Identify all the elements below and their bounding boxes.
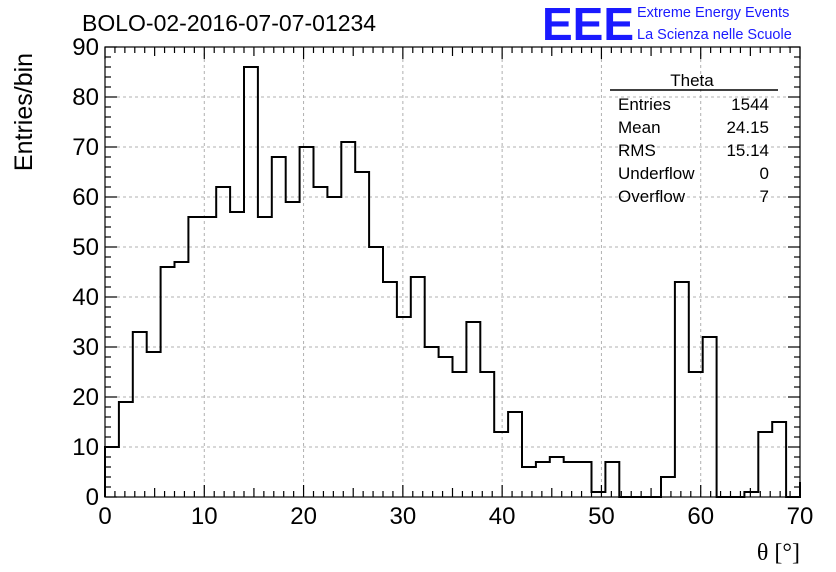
stats-row-label: Mean [618,118,661,137]
logo-line2: La Scienza nelle Scuole [637,27,792,43]
histogram-step-line [104,66,801,498]
x-tick-label: 60 [687,503,714,530]
y-axis-label: Entries/bin [10,53,38,171]
y-tick-label: 50 [72,234,99,261]
y-tick-label: 60 [72,184,99,211]
x-tick-label: 70 [787,503,814,530]
stats-row-value: 15.14 [726,141,769,160]
x-tick-label: 30 [390,503,417,530]
stats-row-label: RMS [618,141,656,160]
stats-row-label: Overflow [618,187,686,206]
plot-frame [104,46,801,498]
y-tick-label: 20 [72,384,99,411]
stats-row-value: 7 [760,187,769,206]
stats-row-label: Underflow [618,164,695,183]
x-tick-label: 10 [191,503,218,530]
y-tick-label: 90 [72,34,99,61]
x-tick-label: 20 [290,503,317,530]
x-tick-label: 50 [588,503,615,530]
y-tick-label: 0 [86,484,99,511]
grid-lines [105,47,800,497]
y-tick-label: 30 [72,334,99,361]
histogram-series [104,66,801,498]
chart-title: BOLO-02-2016-07-07-01234 [82,10,376,36]
logo-line1: Extreme Energy Events [637,5,789,21]
logo: EEE Extreme Energy Events La Scienza nel… [542,0,792,50]
stats-row-value: 24.15 [726,118,769,137]
y-tick-labels: 0 10 20 30 40 50 60 70 80 90 [72,34,99,511]
stats-row-value: 0 [760,164,769,183]
y-tick-label: 10 [72,434,99,461]
x-tick-label: 40 [489,503,516,530]
stats-row-label: Entries [618,95,671,114]
x-axis-label: θ [°] [757,540,800,566]
stats-box: Theta Entries 1544 Mean 24.15 RMS 15.14 Underf… [610,71,778,206]
y-tick-label: 70 [72,134,99,161]
stats-box-title: Theta [670,71,714,90]
x-tick-label: 0 [98,503,111,530]
logo-mark: EEE [542,0,634,50]
axis-ticks [104,46,801,498]
stats-row-value: 1544 [731,95,769,114]
y-tick-label: 80 [72,84,99,111]
y-tick-label: 40 [72,284,99,311]
x-tick-labels: 0 10 20 30 40 50 60 70 [98,503,813,530]
